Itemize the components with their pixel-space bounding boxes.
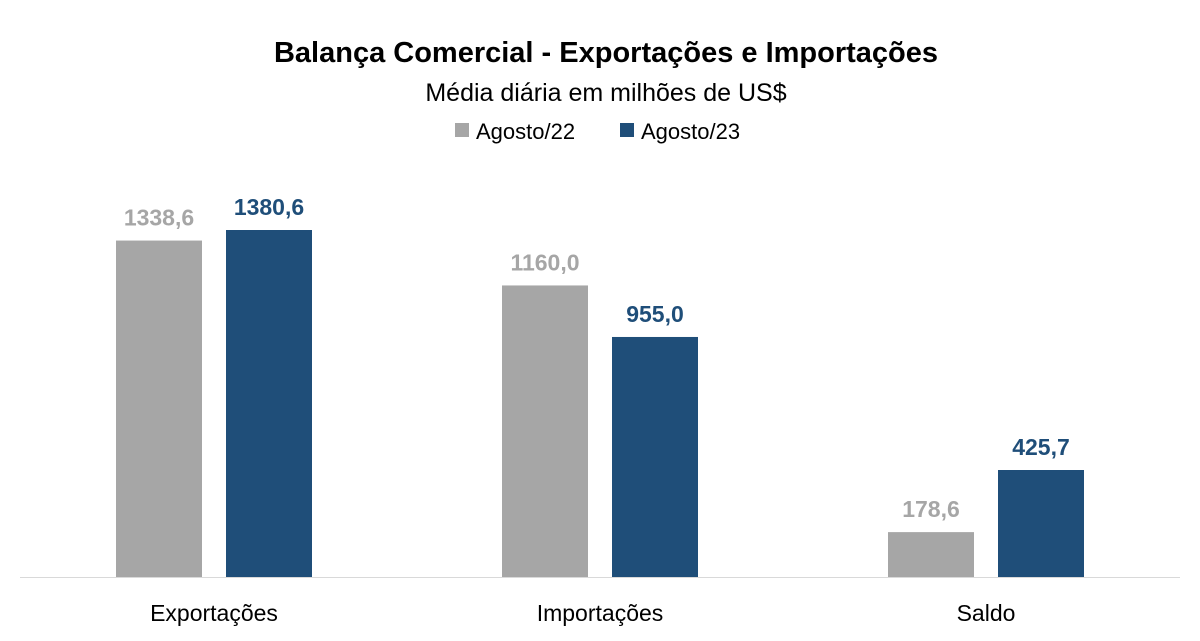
data-label-saldo-agosto-23: 425,7: [1012, 434, 1070, 460]
category-label: Exportações: [150, 600, 278, 626]
bar-exportacoes-agosto-23: [226, 230, 312, 577]
legend-label-agosto-23: Agosto/23: [641, 119, 740, 144]
bar-saldo-agosto-22: [888, 532, 974, 577]
category-label: Saldo: [957, 600, 1016, 626]
data-label-exportacoes-agosto-22: 1338,6: [124, 205, 194, 231]
legend: Agosto/22 Agosto/23: [455, 119, 740, 144]
data-label-importacoes-agosto-22: 1160,0: [510, 249, 579, 275]
legend-label-agosto-22: Agosto/22: [476, 119, 575, 144]
chart-subtitle: Média diária em milhões de US$: [425, 79, 786, 107]
bars-group: [116, 230, 1084, 577]
bar-importacoes-agosto-22: [502, 285, 588, 577]
legend-swatch-agosto-22: [455, 123, 469, 137]
data-label-importacoes-agosto-23: 955,0: [626, 301, 684, 327]
data-labels-group: 1338,6 1380,6 1160,0 955,0 178,6 425,7: [124, 194, 1070, 522]
bar-exportacoes-agosto-22: [116, 240, 202, 577]
bar-saldo-agosto-23: [998, 470, 1084, 577]
category-labels-group: Exportações Importações Saldo: [150, 600, 1015, 626]
chart-title: Balança Comercial - Exportações e Import…: [274, 37, 938, 69]
data-label-exportacoes-agosto-23: 1380,6: [234, 194, 304, 220]
bar-importacoes-agosto-23: [612, 336, 698, 577]
legend-swatch-agosto-23: [620, 123, 634, 137]
category-label: Importações: [537, 600, 664, 626]
data-label-saldo-agosto-22: 178,6: [902, 496, 960, 522]
